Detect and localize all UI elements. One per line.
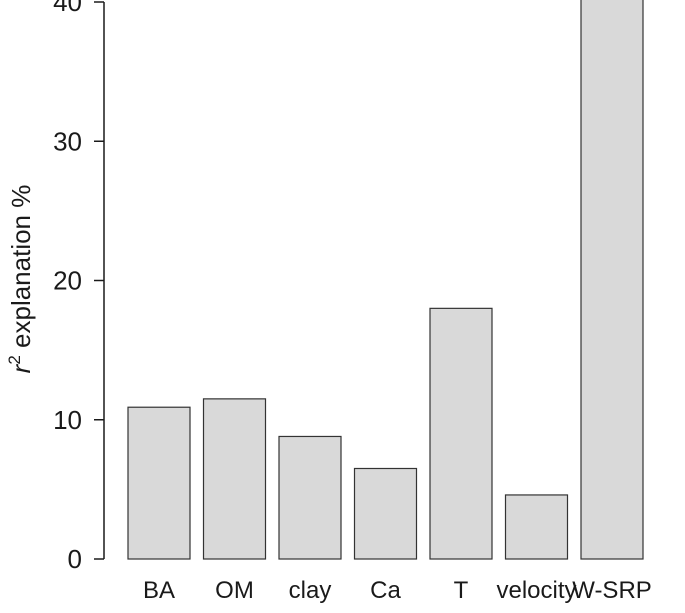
bar-om <box>202 398 267 560</box>
y-axis-title-superscript: 2 <box>5 355 24 364</box>
x-category-label: W-SRP <box>572 577 652 604</box>
y-axis: 0 10 20 30 40 <box>53 0 105 574</box>
y-tick-label: 0 <box>68 544 82 574</box>
x-category-label: BA <box>143 577 175 604</box>
x-category-label: T <box>454 577 469 604</box>
bar-ca <box>353 467 418 560</box>
x-category-label: OM <box>215 577 254 604</box>
bar-ba <box>127 406 191 560</box>
y-axis-title: r2 explanation % <box>5 185 36 374</box>
y-tick-label: 30 <box>53 126 82 156</box>
x-category-label: Ca <box>370 577 401 604</box>
x-category-label: clay <box>289 577 332 604</box>
y-axis-title-r: r <box>6 363 36 373</box>
y-tick-label: 40 <box>53 0 82 17</box>
y-tick-label: 20 <box>53 266 82 296</box>
bars-group <box>127 0 644 560</box>
y-axis-title-rest: explanation % <box>6 185 36 356</box>
bar-velocity <box>504 494 569 560</box>
bar-w-srp <box>580 0 644 560</box>
bar-clay <box>278 435 342 560</box>
x-category-label: velocity <box>496 577 576 604</box>
bar-t <box>429 307 493 560</box>
y-tick-label: 10 <box>53 405 82 435</box>
